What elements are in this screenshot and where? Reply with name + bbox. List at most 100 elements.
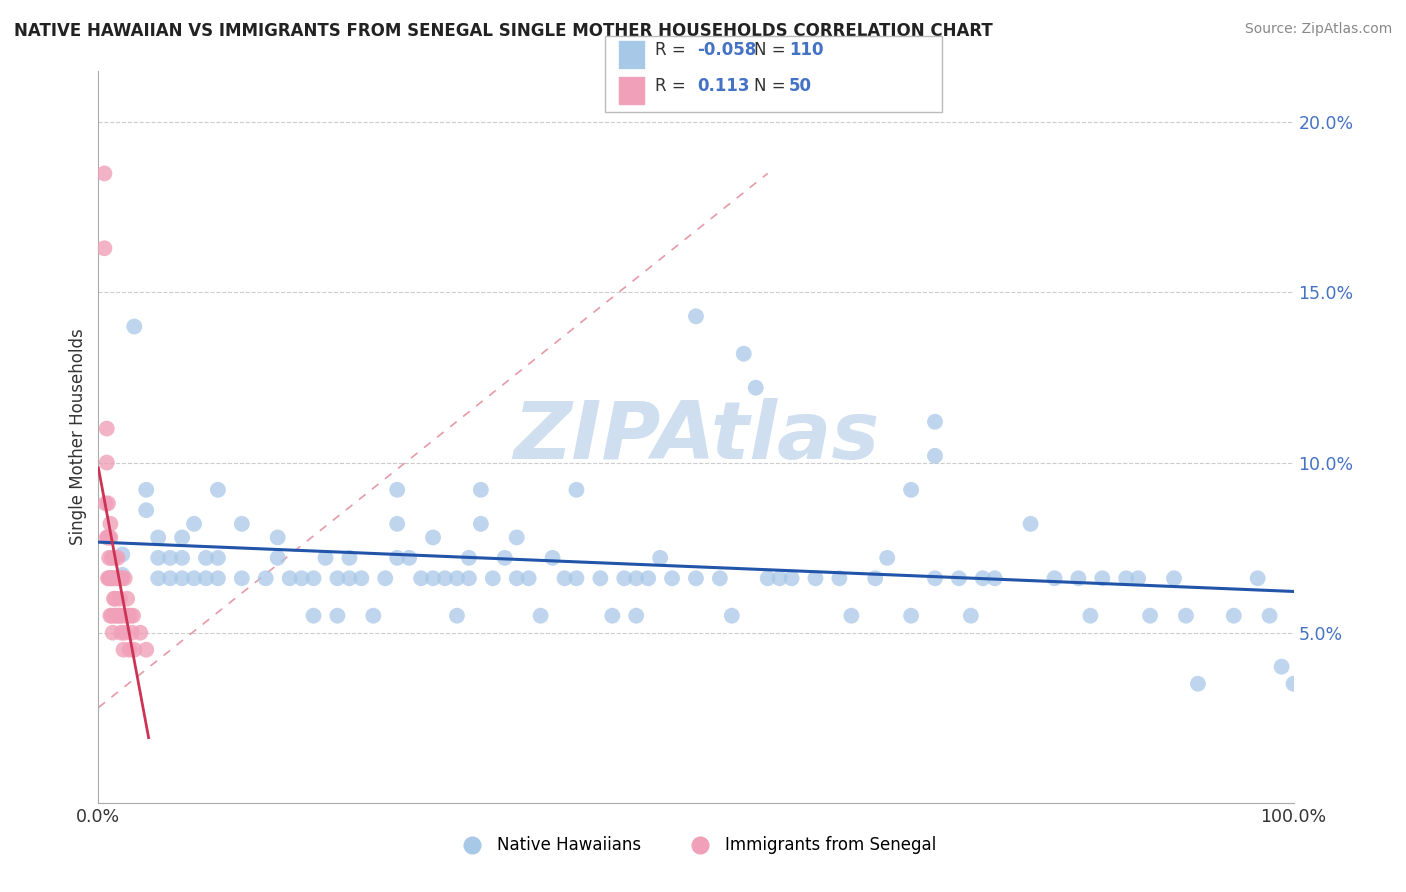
Point [541,550,564,565]
Point [96,456,118,470]
Point [494,550,516,565]
Text: Source: ZipAtlas.com: Source: ZipAtlas.com [1244,22,1392,37]
Point [876,550,898,565]
Point [554,571,576,585]
Point [101,625,124,640]
Point [900,608,922,623]
Point [100,608,122,623]
Point [114,625,136,640]
Point [768,571,790,585]
Point [385,483,409,497]
Point [108,608,131,623]
Point [172,531,194,545]
Point [530,608,553,623]
Point [94,496,117,510]
Point [103,591,125,606]
Point [745,381,768,395]
Point [207,571,229,585]
Point [111,608,134,623]
Point [422,531,444,545]
Point [183,516,205,531]
Point [148,531,170,545]
Point [1043,571,1066,585]
Point [1139,608,1161,623]
Point [302,608,325,623]
Point [1247,571,1270,585]
Point [148,571,170,585]
Point [1115,571,1137,585]
Point [626,571,648,585]
Text: -0.058: -0.058 [697,41,756,59]
Point [721,608,744,623]
Point [422,571,444,585]
Point [470,483,492,497]
Text: 50: 50 [789,77,811,95]
Point [105,608,128,623]
Point [122,608,145,623]
Point [565,571,588,585]
Point [98,531,121,545]
Point [98,531,122,545]
Point [1019,516,1042,531]
Point [107,608,129,623]
Point [104,608,127,623]
Text: N =: N = [754,41,785,59]
Point [148,550,170,565]
Point [780,571,803,585]
Legend: Native Hawaiians, Immigrants from Senegal: Native Hawaiians, Immigrants from Senega… [449,829,943,860]
Point [828,571,851,585]
Point [159,571,181,585]
Point [1223,608,1246,623]
Point [385,550,409,565]
Point [315,550,337,565]
Point [517,571,540,585]
Point [93,241,115,255]
Point [363,608,385,623]
Point [159,550,181,565]
Point [506,571,529,585]
Point [121,625,143,640]
Point [326,571,349,585]
Point [172,550,194,565]
Point [350,571,373,585]
Point [98,571,121,585]
Point [118,642,141,657]
Point [434,571,457,585]
Point [506,531,529,545]
Point [648,550,672,565]
Point [1091,571,1114,585]
Point [111,548,134,562]
Point [172,571,194,585]
Point [458,571,481,585]
Point [124,642,146,657]
Text: 0.113: 0.113 [697,77,749,95]
Point [1128,571,1150,585]
Point [446,608,468,623]
Point [103,550,125,565]
Point [104,591,127,606]
Point [231,571,253,585]
Point [411,571,433,585]
Point [804,571,827,585]
Point [924,449,946,463]
Text: NATIVE HAWAIIAN VS IMMIGRANTS FROM SENEGAL SINGLE MOTHER HOUSEHOLDS CORRELATION : NATIVE HAWAIIAN VS IMMIGRANTS FROM SENEG… [14,22,993,40]
Point [98,608,122,623]
Point [111,571,134,585]
Point [1187,677,1209,691]
Point [613,571,636,585]
Point [398,550,420,565]
Point [110,571,132,585]
Point [984,571,1007,585]
Point [637,571,659,585]
Point [972,571,994,585]
Point [481,571,505,585]
Point [124,319,146,334]
Point [1271,659,1294,673]
Point [1080,608,1102,623]
Point [129,625,152,640]
Point [1258,608,1281,623]
Point [326,608,349,623]
Point [339,550,361,565]
Point [924,415,946,429]
Point [865,571,887,585]
